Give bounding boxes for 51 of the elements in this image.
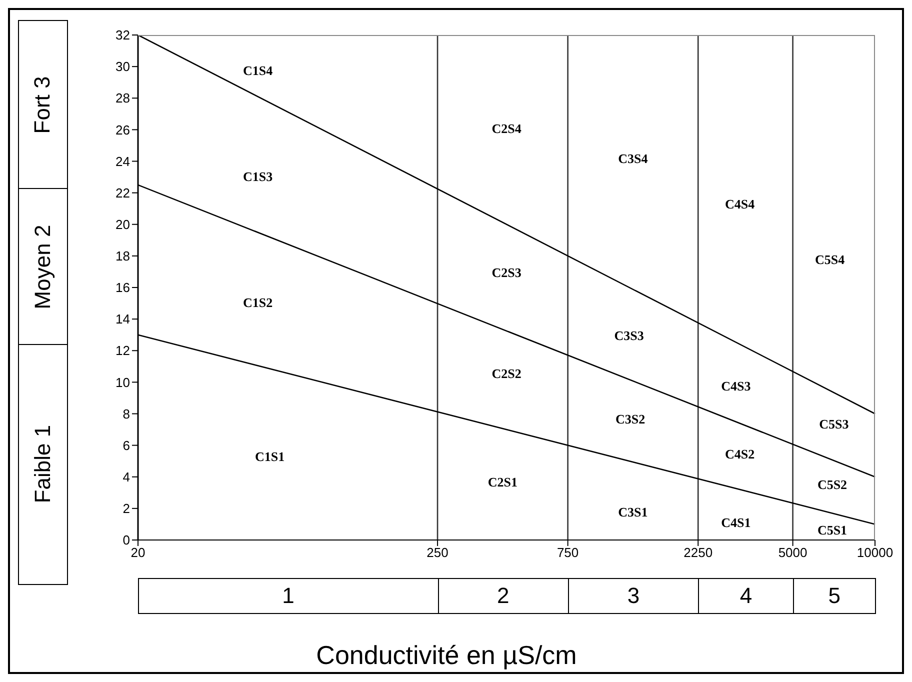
annotation: C3S2: [616, 411, 646, 426]
annotation: C1S1: [254, 449, 285, 464]
y-tick-label: 26: [116, 122, 130, 138]
annotation: C1S2: [243, 295, 273, 310]
x-axis-title: Conductivité en µS/cm: [315, 640, 578, 671]
annotation: C3S1: [618, 504, 648, 520]
y-tick-label: 8: [122, 406, 130, 422]
annotation: C4S2: [724, 446, 755, 462]
annotation: C5S1: [817, 522, 848, 538]
y-tick-label: 0: [122, 532, 130, 548]
text: Moyen 2: [30, 224, 56, 309]
text: Faible 1: [30, 425, 56, 504]
text: 1: [138, 578, 439, 614]
annotation: C5S4: [814, 252, 846, 268]
annotation: C2S2: [492, 366, 522, 381]
text: Fort 3: [30, 76, 56, 134]
text: 2: [438, 578, 569, 614]
annotation: C1S3: [243, 168, 274, 184]
text: 3: [568, 578, 700, 614]
text: 5: [792, 578, 876, 614]
text: 4: [698, 578, 794, 614]
annotation: C5S2: [817, 476, 848, 492]
x-tick-label: 2250: [684, 545, 713, 560]
annotation: C1S4: [243, 62, 274, 78]
y-tick-label: 16: [116, 280, 130, 296]
x-tick-label: 10000: [856, 545, 894, 560]
annotation: C2S4: [492, 120, 522, 136]
y-tick-label: 30: [116, 59, 130, 74]
annotation: C3S4: [618, 151, 648, 166]
y-tick-label: 28: [116, 90, 130, 106]
y-tick-label: 20: [116, 216, 130, 232]
y-tick-label: 14: [116, 312, 130, 327]
annotation: C3S3: [614, 328, 644, 343]
y-tick-label: 32: [116, 28, 130, 43]
y-tick-label: 4: [122, 469, 130, 484]
annotation: C2S1: [488, 474, 518, 490]
annotation: C4S3: [721, 378, 752, 394]
x-tick-label: 5000: [778, 545, 808, 560]
x-tick-label: 250: [426, 545, 448, 560]
annotation: C4S4: [724, 196, 756, 212]
y-tick-label: 10: [116, 374, 130, 390]
y-tick-label: 2: [122, 501, 130, 516]
annotation: C2S3: [492, 264, 522, 280]
annotation: C5S3: [819, 416, 850, 432]
y-tick-label: 18: [116, 248, 130, 264]
y-tick-label: 12: [116, 343, 130, 358]
x-tick-label: 750: [556, 545, 579, 560]
y-tick-label: 6: [122, 438, 130, 453]
y-tick-label: 22: [116, 185, 130, 200]
y-tick-label: 24: [116, 154, 130, 169]
annotation: C4S1: [721, 514, 751, 530]
